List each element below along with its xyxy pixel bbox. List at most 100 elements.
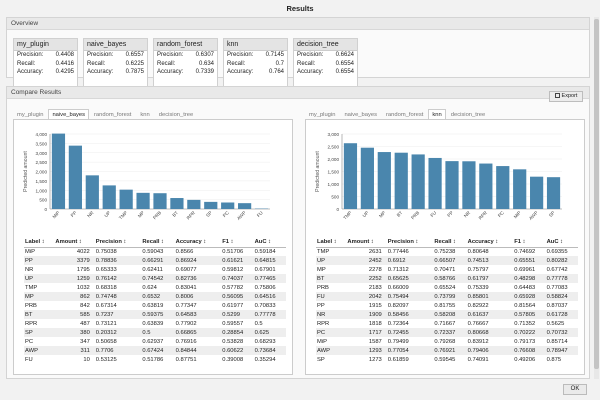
table-row[interactable]: SP 380 0.20312 0.5 0.66865 0.28854 0.625 bbox=[24, 328, 286, 337]
row-cell: 311 bbox=[54, 346, 95, 355]
table-row[interactable]: TMP 2631 0.77446 0.75238 0.80648 0.74692 0.693… bbox=[316, 247, 578, 256]
x-tick-label: AWP bbox=[236, 210, 247, 221]
column-header[interactable]: AuC ↕ bbox=[253, 238, 286, 248]
row-cell: 585 bbox=[54, 310, 95, 319]
y-tick-label: 1,500 bbox=[328, 170, 340, 175]
tab-decision-tree[interactable]: decision_tree bbox=[158, 112, 194, 118]
table-row[interactable]: RPR 487 0.73121 0.63839 0.77902 0.59557 0.5 bbox=[24, 319, 286, 328]
column-header[interactable]: Label ↕ bbox=[24, 238, 55, 248]
card-recall-row: Recall: 0.4416 bbox=[14, 60, 77, 69]
table-row[interactable]: FU 2042 0.75494 0.73799 0.85801 0.65928 0.5882… bbox=[316, 292, 578, 301]
row-cell: 1795 bbox=[76, 266, 90, 273]
tab-random-forest[interactable]: random_forest bbox=[386, 112, 424, 118]
table-row[interactable]: SP 1273 0.61859 0.59545 0.74091 0.49206 0.875 bbox=[316, 355, 578, 364]
table-row[interactable]: FU 10 0.53125 0.51786 0.87751 0.39008 0.35294 bbox=[24, 355, 286, 364]
card-accuracy-label: Accuracy: bbox=[297, 69, 324, 75]
table-row[interactable]: MP 862 0.74748 0.6532 0.8006 0.56095 0.64516 bbox=[24, 292, 286, 301]
row-cell: 0.82922 bbox=[467, 302, 489, 309]
row-cell: 2252 bbox=[346, 274, 387, 283]
column-header[interactable]: Amount ↕ bbox=[54, 238, 95, 248]
card-recall-row: Recall: 0.7 bbox=[224, 60, 287, 69]
row-cell: 2278 bbox=[368, 266, 382, 273]
compare-section: Compare Results Export my_plugin naive_ba… bbox=[6, 86, 590, 379]
table-row[interactable]: PC 1717 0.72455 0.72337 0.80668 0.70222 0.7073… bbox=[316, 328, 578, 337]
column-header[interactable]: Amount ↕ bbox=[346, 238, 387, 248]
row-label: AWP bbox=[24, 346, 55, 355]
x-tick-label: MP bbox=[378, 210, 386, 218]
row-cell: 0.59812 bbox=[222, 266, 244, 273]
x-tick-label: BT bbox=[171, 210, 179, 218]
right-panel-body: 0 500 1,000 1,500 2,000 2,500 3,000 Predicted a… bbox=[305, 119, 585, 375]
card-precision-row: Precision: 0.6307 bbox=[154, 51, 217, 60]
column-header[interactable]: Precision ↕ bbox=[94, 238, 142, 248]
bar-awp bbox=[238, 203, 252, 209]
row-cell: 0.77054 bbox=[386, 346, 434, 355]
column-header[interactable]: F1 ↕ bbox=[221, 238, 254, 248]
row-cell: 0.8566 bbox=[175, 248, 194, 255]
y-tick-label: 500 bbox=[331, 195, 339, 200]
table-row[interactable]: NR 1909 0.58456 0.58208 0.61637 0.57805 0.6172… bbox=[316, 310, 578, 319]
x-tick-label: UP bbox=[362, 210, 370, 218]
scrollbar-thumb[interactable] bbox=[594, 19, 599, 369]
column-header[interactable]: F1 ↕ bbox=[513, 238, 546, 248]
row-cell: 0.74037 bbox=[221, 274, 254, 283]
column-header[interactable]: Recall ↕ bbox=[433, 238, 467, 248]
row-cell: 0.48298 bbox=[513, 274, 546, 283]
card-accuracy-value: 0.6554 bbox=[335, 69, 354, 75]
card-recall-label: Recall: bbox=[87, 60, 106, 67]
tab-random-forest[interactable]: random_forest bbox=[94, 112, 132, 118]
table-row[interactable]: AWP 311 0.7706 0.67424 0.84844 0.60622 0.73684 bbox=[24, 346, 286, 355]
ok-button[interactable]: OK bbox=[563, 384, 587, 395]
table-row[interactable]: UP 2452 0.6912 0.66507 0.74513 0.65551 0.80282 bbox=[316, 256, 578, 265]
overview-card-knn: knn Precision: 0.7145 Recall: 0.7 Accuracy: 0.… bbox=[223, 38, 288, 92]
table-row[interactable]: MP 2278 0.71312 0.70471 0.75797 0.69961 0.6774… bbox=[316, 265, 578, 274]
table-row[interactable]: PRB 842 0.67314 0.63819 0.77347 0.61977 0.7083… bbox=[24, 301, 286, 310]
card-title: decision_tree bbox=[294, 39, 357, 51]
table-row[interactable]: AWP 1293 0.77054 0.76921 0.79406 0.76608 0.789… bbox=[316, 346, 578, 355]
tab-my-plugin[interactable]: my_plugin bbox=[309, 112, 336, 118]
column-header[interactable]: Accuracy ↕ bbox=[174, 238, 222, 248]
row-cell: 0.65551 bbox=[513, 256, 546, 265]
table-row[interactable]: MiP 1587 0.79499 0.79268 0.83912 0.79173 0.857… bbox=[316, 337, 578, 346]
x-tick-label: MP bbox=[137, 210, 145, 218]
row-cell: 0.77465 bbox=[253, 274, 286, 283]
card-accuracy-label: Accuracy: bbox=[87, 69, 114, 75]
table-row[interactable]: PP 3379 0.78836 0.66291 0.86924 0.61621 0.6481… bbox=[24, 256, 286, 265]
column-header[interactable]: Precision ↕ bbox=[386, 238, 434, 248]
x-tick-label: TMP bbox=[118, 210, 128, 220]
table-row[interactable]: PP 1915 0.82097 0.81755 0.82922 0.81564 0.8703… bbox=[316, 301, 578, 310]
row-cell: 1587 bbox=[368, 338, 382, 345]
table-row[interactable]: PC 347 0.50658 0.62937 0.76916 0.53828 0.68293 bbox=[24, 337, 286, 346]
card-title: my_plugin bbox=[14, 39, 77, 51]
tab-naive-bayes[interactable]: naive_bayes bbox=[48, 109, 89, 119]
y-tick-label: 0 bbox=[336, 207, 339, 212]
bar-mp bbox=[136, 192, 150, 209]
column-header[interactable]: Accuracy ↕ bbox=[466, 238, 514, 248]
table-row[interactable]: BT 585 0.7237 0.59375 0.64583 0.5299 0.77778 bbox=[24, 310, 286, 319]
tab-naive-bayes[interactable]: naive_bayes bbox=[344, 112, 377, 118]
tab-knn[interactable]: knn bbox=[140, 112, 150, 118]
export-button[interactable]: Export bbox=[549, 91, 583, 102]
column-header[interactable]: AuC ↕ bbox=[545, 238, 578, 248]
row-label: PC bbox=[316, 328, 347, 337]
table-row[interactable]: MiP 4022 0.75038 0.59043 0.8566 0.51706 0.5918… bbox=[24, 247, 286, 256]
table-row[interactable]: UP 1259 0.76142 0.74542 0.82736 0.74037 0.7746… bbox=[24, 274, 286, 283]
tab-knn[interactable]: knn bbox=[428, 109, 446, 119]
tab-decision-tree[interactable]: decision_tree bbox=[450, 112, 486, 118]
row-cell: 0.76142 bbox=[94, 274, 142, 283]
table-row[interactable]: NR 1795 0.65333 0.62411 0.69077 0.59812 0.6790… bbox=[24, 265, 286, 274]
bar-mip bbox=[513, 169, 527, 209]
left-tabs: my_plugin naive_bayes random_forest knn deci… bbox=[13, 109, 198, 119]
table-row[interactable]: BT 2252 0.65625 0.58766 0.61797 0.48298 0.7777… bbox=[316, 274, 578, 283]
column-header[interactable]: Recall ↕ bbox=[141, 238, 175, 248]
row-cell: 0.79268 bbox=[434, 338, 456, 345]
column-header[interactable]: Label ↕ bbox=[316, 238, 347, 248]
tab-my-plugin[interactable]: my_plugin bbox=[17, 112, 44, 118]
row-cell: 0.5 bbox=[254, 320, 263, 327]
table-row[interactable]: RPR 1818 0.72364 0.71667 0.76667 0.71352 0.562… bbox=[316, 319, 578, 328]
card-accuracy-row: Accuracy: 0.764 bbox=[224, 68, 287, 77]
table-row[interactable]: TMP 1032 0.68318 0.624 0.83041 0.57782 0.75806 bbox=[24, 283, 286, 292]
table-row[interactable]: PRB 2183 0.66009 0.65524 0.75339 0.64483 0.770… bbox=[316, 283, 578, 292]
row-cell: 1293 bbox=[346, 346, 387, 355]
window-scrollbar[interactable] bbox=[594, 17, 599, 379]
